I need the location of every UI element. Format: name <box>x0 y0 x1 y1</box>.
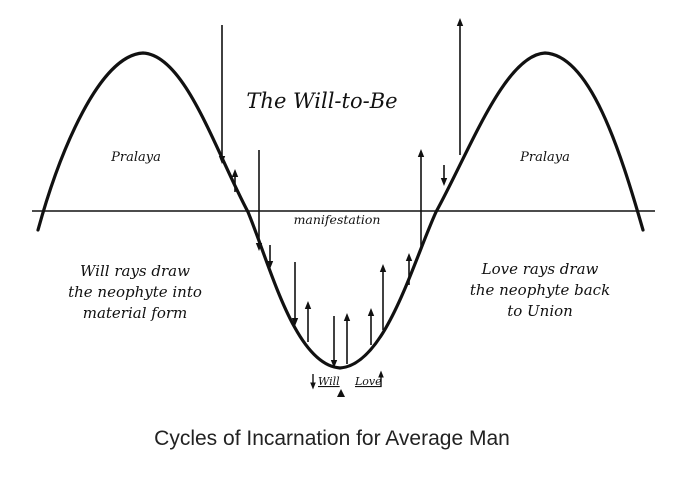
love-arrows <box>231 18 464 364</box>
love-rays-text: Love rays draw the neophyte back to Unio… <box>470 260 610 320</box>
triangle-icon <box>337 389 345 397</box>
will-rays-line: the neophyte into <box>68 283 202 301</box>
will-rays-line: material form <box>83 304 188 322</box>
diagram-title: The Will-to-Be <box>246 89 397 113</box>
love-rays-line: to Union <box>507 302 573 320</box>
left-pralaya-label: Pralaya <box>110 150 161 165</box>
right-pralaya-label: Pralaya <box>519 150 570 165</box>
will-rays-line: Will rays draw <box>80 262 190 280</box>
diagram-caption: Cycles of Incarnation for Average Man <box>154 427 510 450</box>
love-rays-line: Love rays draw <box>481 260 599 278</box>
love-rays-line: the neophyte back <box>470 281 610 299</box>
will-rays-text: Will rays draw the neophyte into materia… <box>68 262 202 322</box>
love-label: Love <box>354 375 382 388</box>
will-label: Will <box>318 375 340 388</box>
cycle-curve <box>36 51 645 370</box>
will-arrows <box>218 25 448 368</box>
will-love-legend: Will Love <box>310 370 384 397</box>
manifestation-label: manifestation <box>294 212 381 227</box>
